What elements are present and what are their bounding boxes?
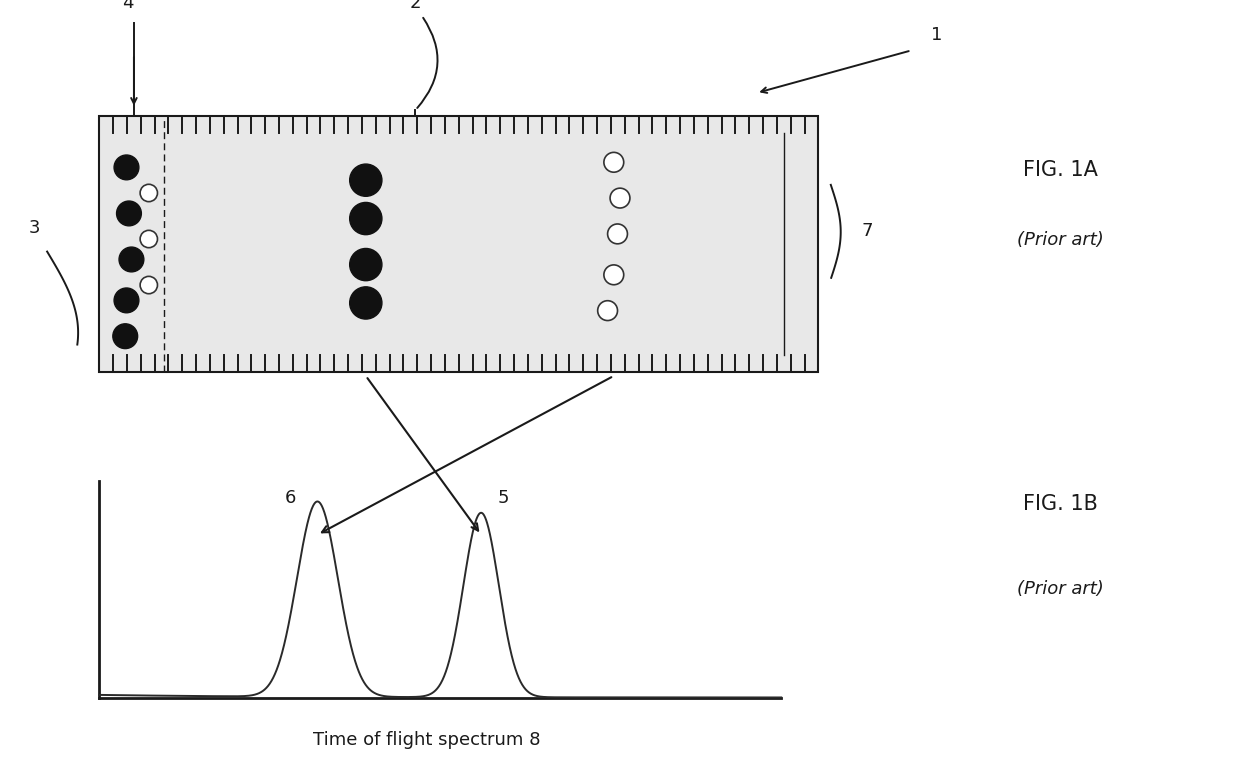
- Ellipse shape: [350, 164, 382, 196]
- Ellipse shape: [140, 184, 157, 202]
- Text: 6: 6: [284, 488, 296, 507]
- Text: 5: 5: [497, 488, 510, 507]
- Ellipse shape: [140, 230, 157, 248]
- Text: 3: 3: [29, 219, 41, 237]
- Ellipse shape: [604, 153, 624, 172]
- Ellipse shape: [604, 265, 624, 284]
- Ellipse shape: [598, 301, 618, 321]
- Ellipse shape: [350, 202, 382, 235]
- Text: (Prior art): (Prior art): [1017, 231, 1104, 250]
- Text: 1: 1: [930, 26, 942, 44]
- Text: FIG. 1A: FIG. 1A: [1023, 160, 1097, 181]
- Ellipse shape: [610, 188, 630, 208]
- Text: 4: 4: [122, 0, 134, 12]
- Text: Time of flight spectrum 8: Time of flight spectrum 8: [312, 731, 541, 749]
- Ellipse shape: [140, 277, 157, 294]
- Ellipse shape: [119, 247, 144, 272]
- Text: 7: 7: [862, 222, 873, 240]
- Text: 2: 2: [409, 0, 420, 12]
- Ellipse shape: [114, 155, 139, 180]
- Text: (Prior art): (Prior art): [1017, 580, 1104, 598]
- Ellipse shape: [113, 324, 138, 349]
- Ellipse shape: [350, 249, 382, 281]
- Ellipse shape: [117, 201, 141, 226]
- Ellipse shape: [608, 224, 627, 244]
- Text: FIG. 1B: FIG. 1B: [1023, 494, 1097, 514]
- Bar: [99, 116, 818, 372]
- Ellipse shape: [114, 288, 139, 313]
- Ellipse shape: [350, 287, 382, 319]
